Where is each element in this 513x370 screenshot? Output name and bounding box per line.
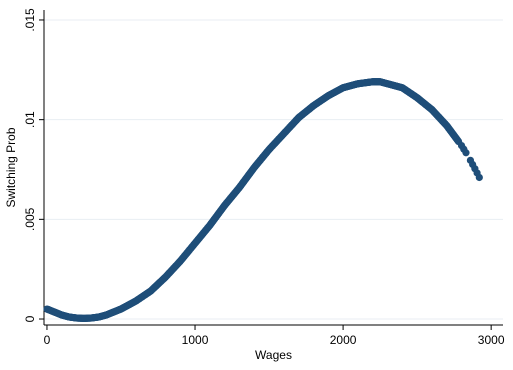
y-tick-label-0: 0: [23, 315, 37, 322]
data-point-698: [462, 149, 470, 157]
x-tick-label-2: 2000: [330, 333, 357, 347]
axes: [43, 10, 503, 326]
y-tick-label-3: .015: [23, 8, 37, 32]
data-point-703: [475, 173, 483, 182]
y-axis-title: Switching Prob: [4, 127, 18, 207]
data-points: [43, 78, 483, 322]
ticks: 0 1000 2000 3000 0 .005 .01 .015: [23, 8, 505, 347]
y-tick-label-1: .005: [23, 207, 37, 231]
x-tick-label-1: 1000: [182, 333, 209, 347]
x-tick-label-0: 0: [44, 333, 51, 347]
x-axis-title: Wages: [255, 348, 292, 362]
x-tick-label-3: 3000: [478, 333, 505, 347]
y-tick-label-2: .01: [23, 111, 37, 128]
gridlines: [44, 19, 503, 320]
